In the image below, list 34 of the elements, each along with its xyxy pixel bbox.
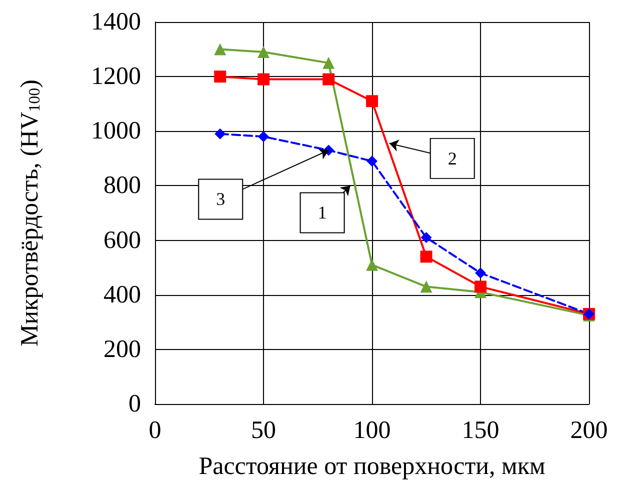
point	[258, 131, 269, 142]
point	[214, 70, 226, 83]
y-axis-title: Микротвёрдость, (HV100)	[16, 80, 44, 346]
y-tick-label: 1200	[91, 63, 141, 90]
point	[322, 73, 335, 86]
x-tick-label: 50	[251, 417, 276, 444]
point	[258, 73, 270, 86]
point	[214, 43, 226, 56]
y-tick-label: 1400	[91, 8, 141, 36]
y-tick-label: 800	[104, 172, 141, 200]
annotation: 2	[448, 148, 457, 168]
point	[214, 128, 226, 140]
point	[366, 258, 378, 271]
x-axis-title: Расстояние от поверхности, мкм	[198, 453, 546, 480]
x-tick-label: 150	[462, 417, 500, 444]
point	[322, 56, 335, 69]
point	[474, 280, 486, 293]
y-tick-label: 0	[128, 390, 141, 418]
point	[366, 95, 378, 108]
x-tick-label: 200	[570, 417, 608, 444]
point	[420, 280, 432, 293]
point	[420, 232, 432, 244]
y-tick-label: 1000	[91, 118, 141, 145]
point	[258, 46, 270, 58]
point	[366, 156, 378, 167]
x-tick-label: 0	[148, 417, 162, 444]
y-tick-label: 200	[104, 336, 141, 363]
annotation: 3	[216, 189, 226, 210]
point	[420, 250, 432, 263]
point	[475, 268, 486, 279]
annotation: 1	[318, 202, 327, 223]
y-tick-label: 400	[104, 281, 141, 308]
y-tick-label: 600	[104, 226, 141, 254]
x-tick-label: 100	[353, 417, 391, 444]
